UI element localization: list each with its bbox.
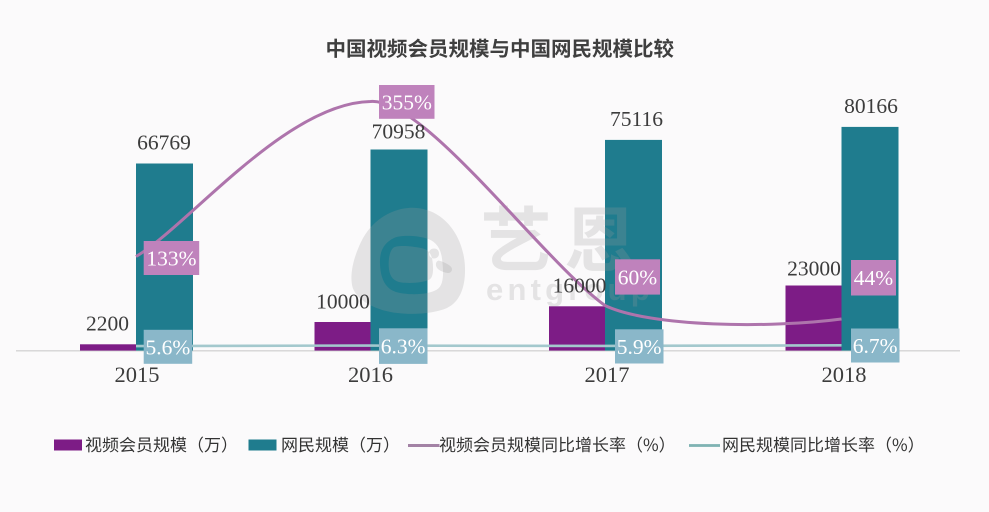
svg-text:133%: 133% [146,247,196,271]
svg-text:2200: 2200 [86,312,129,336]
svg-text:80166: 80166 [844,94,898,118]
svg-text:355%: 355% [382,90,432,114]
svg-text:2015: 2015 [115,362,160,387]
svg-text:10000: 10000 [316,290,370,314]
svg-text:16000: 16000 [553,274,607,298]
svg-text:75116: 75116 [610,107,663,131]
svg-text:5.9%: 5.9% [617,335,662,359]
svg-text:2016: 2016 [348,362,393,387]
svg-text:6.7%: 6.7% [853,334,898,358]
svg-text:70958: 70958 [372,120,426,144]
svg-text:2017: 2017 [585,362,630,387]
svg-text:2018: 2018 [822,362,867,387]
svg-text:23000: 23000 [787,256,841,280]
svg-text:60%: 60% [618,265,658,289]
svg-text:66769: 66769 [137,131,191,155]
svg-text:5.6%: 5.6% [146,335,191,359]
svg-text:44%: 44% [854,266,894,290]
svg-text:6.3%: 6.3% [381,335,426,359]
